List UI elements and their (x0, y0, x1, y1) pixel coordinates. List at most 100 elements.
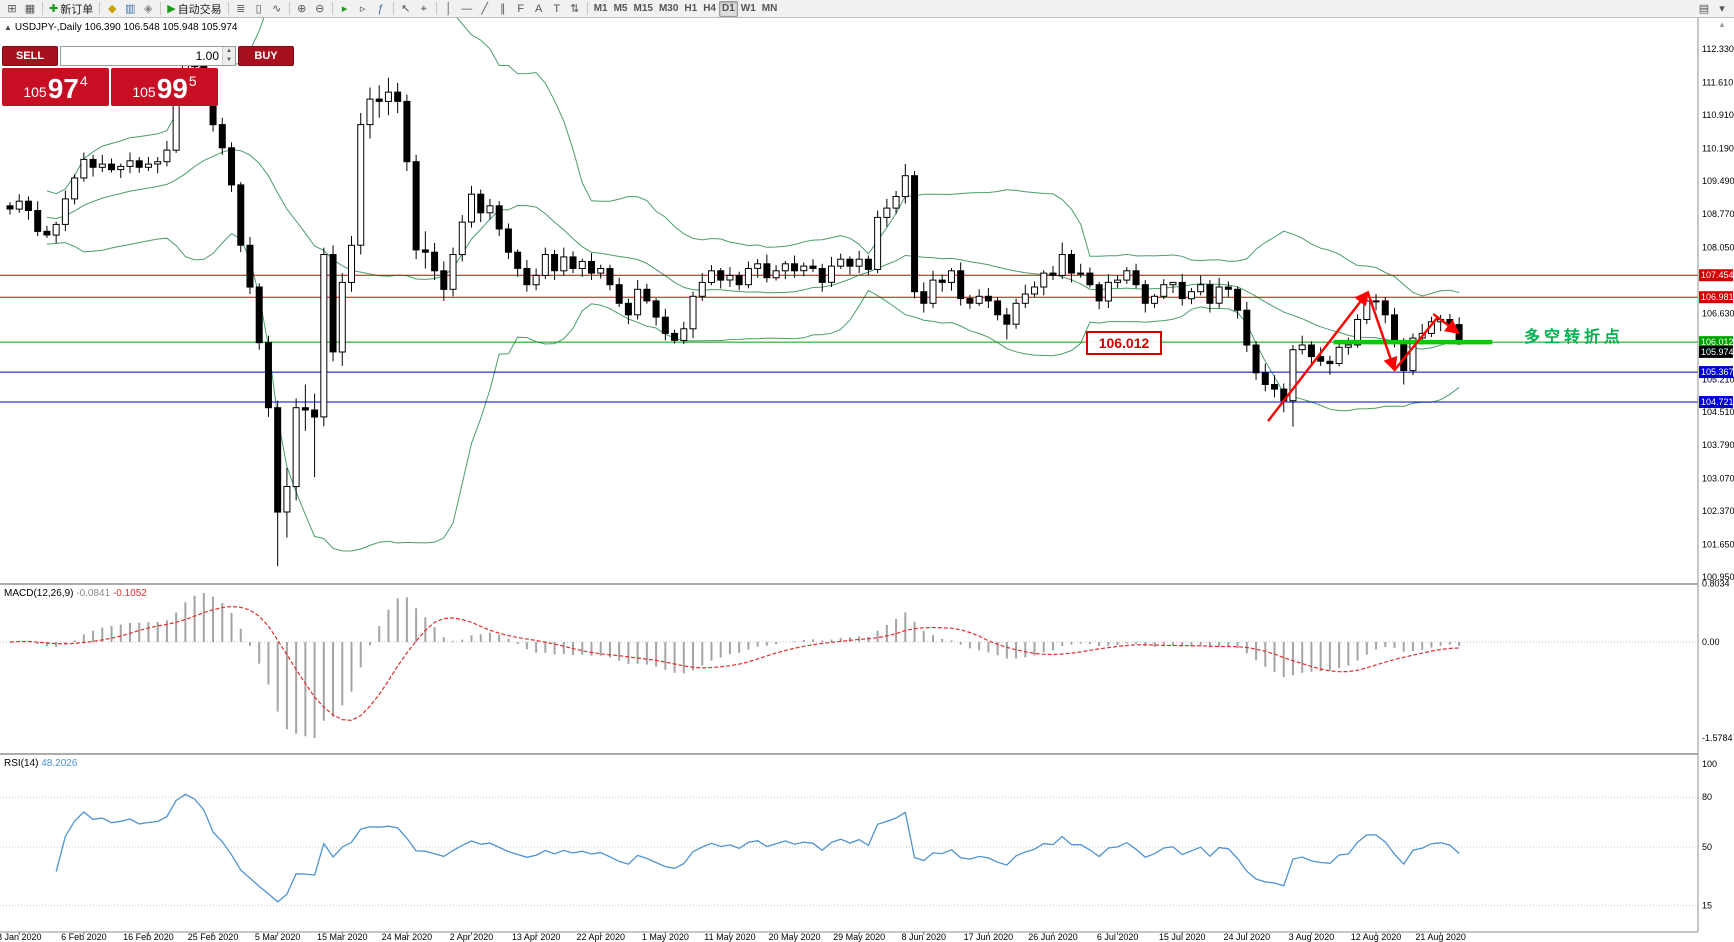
crosshair-button[interactable]: ⌖ (415, 1, 433, 17)
equidistant-channel-button[interactable]: ∥ (494, 1, 512, 17)
macd-signal-value: -0.1052 (112, 588, 147, 599)
new-order-button[interactable]: ✚ 新订单 (46, 1, 96, 17)
text-label-button[interactable]: T (548, 1, 566, 17)
chart-ohlc-overlay: ▲ USDJPY-,Daily 106.390 106.548 105.948 1… (4, 22, 238, 33)
auto-scroll-button[interactable]: ▸ (336, 1, 354, 17)
zoom-out-button[interactable]: ⊖ (311, 1, 329, 17)
svg-text:20 May 2020: 20 May 2020 (769, 932, 821, 942)
timeframe-h1-button[interactable]: H1 (681, 1, 700, 17)
svg-text:12 Aug 2020: 12 Aug 2020 (1351, 932, 1402, 942)
vertical-line-button[interactable]: │ (440, 1, 458, 17)
volume-stepper[interactable]: ▲▼ (60, 46, 236, 66)
timeframe-h4-button[interactable]: H4 (700, 1, 719, 17)
candlestick-chart-button[interactable]: ▯ (250, 1, 268, 17)
new-chart-button[interactable]: ⊞ (3, 1, 21, 17)
profiles-button[interactable]: ▦ (21, 1, 39, 17)
volume-input[interactable] (61, 47, 222, 65)
sell-price-button[interactable]: 105 97 4 (2, 68, 109, 106)
svg-text:21 Aug 2020: 21 Aug 2020 (1415, 932, 1466, 942)
svg-text:104.510: 104.510 (1702, 407, 1734, 417)
svg-text:106.630: 106.630 (1702, 308, 1734, 318)
trend-arrow[interactable] (1366, 291, 1398, 372)
toolbar-separator (392, 2, 394, 15)
timeframe-m1-button[interactable]: M1 (591, 1, 611, 17)
data-window-button[interactable]: ▥ (121, 1, 139, 17)
crosshair-icon: ⌖ (420, 2, 427, 15)
chart-options-button[interactable]: ▾ (1713, 1, 1731, 17)
toolbar-separator (99, 2, 101, 15)
svg-text:105.974: 105.974 (1701, 347, 1734, 357)
volume-down-icon[interactable]: ▼ (223, 56, 235, 65)
svg-text:11 May 2020: 11 May 2020 (704, 932, 755, 942)
line-chart-button[interactable]: ∿ (268, 1, 286, 17)
text-button[interactable]: A (530, 1, 548, 17)
svg-text:111.610: 111.610 (1702, 77, 1733, 87)
chart-marker-icon: ▲ (4, 23, 12, 32)
svg-text:26 Jun 2020: 26 Jun 2020 (1028, 932, 1078, 942)
trend-arrow[interactable] (1393, 317, 1438, 371)
toolbar-separator (586, 2, 588, 15)
svg-text:103.790: 103.790 (1702, 440, 1734, 450)
svg-text:100: 100 (1702, 759, 1717, 769)
cursor-button[interactable]: ↖ (397, 1, 415, 17)
svg-text:-1.5784: -1.5784 (1702, 733, 1733, 743)
arrow-tools-button[interactable]: ⇅ (566, 1, 584, 17)
toolbar-separator (435, 2, 437, 15)
svg-text:103.070: 103.070 (1702, 474, 1734, 484)
timeframe-m30-button[interactable]: M30 (656, 1, 681, 17)
cursor-icon: ↖ (401, 2, 411, 15)
timeframe-w1-button[interactable]: W1 (738, 1, 759, 17)
timeframe-d1-button[interactable]: D1 (719, 0, 738, 17)
candlestick-chart-icon: ▯ (255, 2, 262, 15)
vertical-line-icon: │ (445, 2, 453, 15)
toolbar-separator (331, 2, 333, 15)
svg-text:13 Apr 2020: 13 Apr 2020 (512, 932, 561, 942)
market-watch-button[interactable]: ◆ (103, 1, 121, 17)
trendline-icon: ╱ (481, 2, 488, 15)
timeframe-mn-button[interactable]: MN (759, 1, 781, 17)
svg-text:16 Feb 2020: 16 Feb 2020 (123, 932, 174, 942)
auto-trading-button[interactable]: ▶ 自动交易 (164, 1, 224, 17)
macd-indicator-label: MACD(12,26,9) -0.0841 -0.1052 (4, 588, 147, 599)
timeframe-m30-label: M30 (658, 3, 679, 14)
navigator-button[interactable]: ◈ (139, 1, 157, 17)
horizontal-line-button[interactable]: ― (458, 1, 476, 17)
timeframe-d1-label: D1 (722, 3, 735, 14)
scroll-up-icon[interactable]: ▲ (1718, 20, 1726, 29)
macd-signal-line (9, 605, 1460, 722)
svg-text:22 Apr 2020: 22 Apr 2020 (576, 932, 625, 942)
price-callout-label[interactable]: 106.012 (1086, 331, 1162, 355)
chart-shift-button[interactable]: ▹ (354, 1, 372, 17)
buy-price-base: 105 (132, 84, 156, 100)
chart-options-icon: ▾ (1719, 2, 1725, 15)
trend-arrow[interactable] (1267, 290, 1369, 422)
svg-text:5 Mar 2020: 5 Mar 2020 (255, 932, 301, 942)
turning-point-label[interactable]: 多空转折点 (1524, 329, 1625, 346)
sell-price-sup: 4 (79, 73, 88, 89)
svg-text:29 May 2020: 29 May 2020 (833, 932, 885, 942)
buy-button[interactable]: BUY (238, 46, 294, 66)
svg-text:3 Aug 2020: 3 Aug 2020 (1289, 932, 1335, 942)
horizontal-line-icon: ― (461, 2, 473, 15)
timeframe-m15-button[interactable]: M15 (631, 1, 656, 17)
print-preview-button[interactable]: ▤ (1695, 1, 1713, 17)
sell-button[interactable]: SELL (2, 46, 58, 66)
buy-price-button[interactable]: 105 99 5 (111, 68, 218, 106)
volume-up-icon[interactable]: ▲ (223, 47, 235, 56)
fibonacci-button[interactable]: F (512, 1, 530, 17)
time-axis-labels: 8 Jan 2020 6 Feb 2020 16 Feb 2020 25 Feb 20… (0, 932, 1466, 942)
zoom-in-button[interactable]: ⊕ (293, 1, 311, 17)
trend-arrow[interactable] (1432, 312, 1460, 335)
text-icon: A (535, 2, 543, 15)
trendline-button[interactable]: ╱ (476, 1, 494, 17)
indicators-button[interactable]: ƒ (372, 1, 390, 17)
timeframe-m5-button[interactable]: M5 (611, 1, 631, 17)
volume-spinner[interactable]: ▲ ▼ (222, 47, 235, 65)
svg-text:2 Apr 2020: 2 Apr 2020 (450, 932, 494, 942)
timeframe-mn-label: MN (761, 3, 778, 14)
bar-chart-button[interactable]: ≣ (232, 1, 250, 17)
toolbar-separator (288, 2, 290, 15)
svg-text:17 Jun 2020: 17 Jun 2020 (964, 932, 1014, 942)
print-preview-icon: ▤ (1698, 2, 1710, 15)
